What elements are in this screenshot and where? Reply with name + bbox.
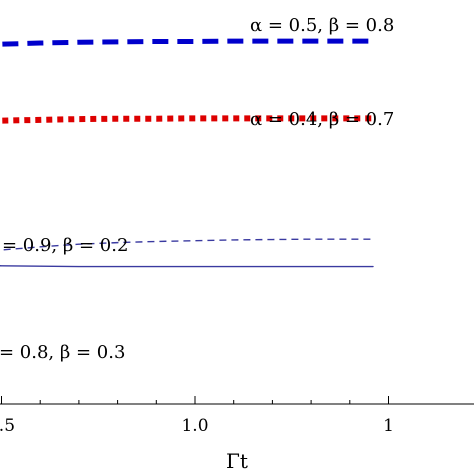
x-tick-label: 0.5 <box>0 416 15 436</box>
x-tick-label: 1.0 <box>181 416 208 436</box>
x-axis-title: Γt <box>226 449 248 473</box>
x-ticks: 0.5 1.0 1 <box>0 396 394 436</box>
annotation-series-a: α = 0.5, β = 0.8 <box>250 15 394 36</box>
series-line-d <box>0 238 374 251</box>
series-line-c <box>0 265 374 268</box>
annotation-series-b: α = 0.4, β = 0.7 <box>250 109 394 130</box>
annotation-series-d: = 0.8, β = 0.3 <box>0 342 125 363</box>
annotation-series-c: = 0.9, β = 0.2 <box>2 235 128 256</box>
series-line-a <box>0 38 374 47</box>
series-line-b <box>0 115 374 124</box>
series-layer <box>0 38 374 268</box>
x-tick-label: 1 <box>383 416 394 436</box>
annotations: α = 0.5, β = 0.8 α = 0.4, β = 0.7 = 0.9,… <box>0 15 394 363</box>
